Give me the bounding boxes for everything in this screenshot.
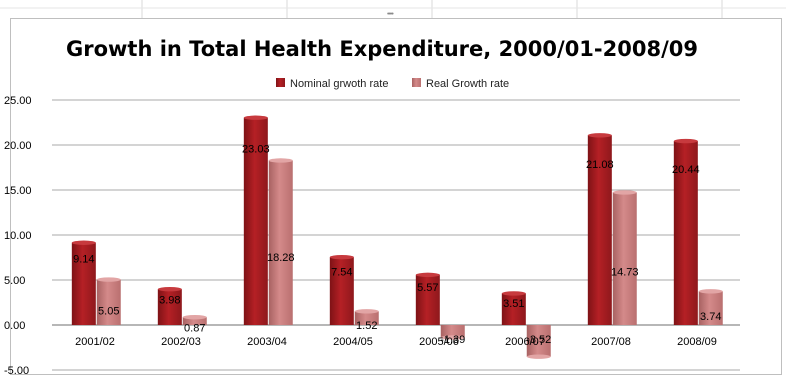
y-tick-label: 25.00 <box>4 95 32 107</box>
legend-swatch-nominal <box>276 78 285 87</box>
data-label-real: 14.73 <box>611 266 639 278</box>
bar-real <box>612 192 637 325</box>
legend-label-real: Real Growth rate <box>426 78 509 90</box>
data-label-real: 3.74 <box>700 311 721 323</box>
bar-real <box>96 279 121 325</box>
bar-real <box>182 317 207 325</box>
y-tick-label: 5.00 <box>4 275 25 287</box>
legend-label-nominal: Nominal grwoth rate <box>290 78 388 90</box>
chart-title: Growth in Total Health Expenditure, 2000… <box>66 37 698 61</box>
bar-real <box>268 160 293 325</box>
x-tick-label: 2002/03 <box>161 336 201 348</box>
bar-real <box>440 325 465 338</box>
data-label-nominal: 21.08 <box>586 159 614 171</box>
data-label-nominal: 3.51 <box>503 298 524 310</box>
data-label-real: -3.52 <box>526 334 551 346</box>
x-tick-label: 2006/07 <box>505 336 545 348</box>
data-label-real: 0.87 <box>184 322 205 334</box>
bar-nominal <box>415 274 440 325</box>
x-axis-ticks: 2001/02 2002/03 2003/04 2004/05 2005/06 2006/… <box>75 336 717 348</box>
x-tick-label: 2005/06 <box>419 336 459 348</box>
data-label-nominal: 23.03 <box>242 144 270 156</box>
data-label-real: 5.05 <box>98 306 119 318</box>
bar-nominal <box>501 293 526 325</box>
y-tick-label: 0.00 <box>4 320 25 332</box>
bar-real <box>354 311 379 325</box>
bar-nominal <box>71 242 96 325</box>
data-label-nominal: 5.57 <box>417 282 438 294</box>
data-label-nominal: 20.44 <box>672 164 700 176</box>
bar-nominal <box>157 289 182 325</box>
bar-nominal <box>329 257 354 325</box>
legend: Nominal grwoth rate Real Growth rate <box>276 78 509 90</box>
data-label-nominal: 7.54 <box>331 266 352 278</box>
data-label-real: -1.39 <box>440 334 465 346</box>
bar-real <box>526 325 551 357</box>
y-tick-label: -5.00 <box>4 365 29 377</box>
data-label-real: 18.28 <box>267 252 295 264</box>
data-label-nominal: 9.14 <box>73 254 94 266</box>
gridlines <box>52 99 740 371</box>
bar-real <box>698 291 723 325</box>
x-tick-label: 2007/08 <box>591 336 631 348</box>
x-tick-label: 2008/09 <box>677 336 717 348</box>
x-tick-label: 2001/02 <box>75 336 115 348</box>
bars <box>71 115 723 359</box>
chart-frame[interactable] <box>10 18 782 375</box>
chart-resize-handle[interactable]: •••• <box>387 11 394 18</box>
bar-nominal <box>243 117 268 325</box>
data-labels: 9.14 5.05 3.98 0.87 23.03 18.28 7.54 1.52 5.57 -1… <box>73 144 721 346</box>
x-tick-label: 2004/05 <box>333 336 373 348</box>
legend-swatch-real <box>412 78 421 87</box>
y-axis-ticks: -5.00 0.00 5.00 10.00 15.00 20.00 25.00 <box>4 95 32 377</box>
y-tick-label: 20.00 <box>4 140 32 152</box>
y-tick-label: 15.00 <box>4 185 32 197</box>
bar-nominal <box>587 135 612 325</box>
y-tick-label: 10.00 <box>4 230 32 242</box>
x-tick-label: 2003/04 <box>247 336 287 348</box>
data-label-nominal: 3.98 <box>159 294 180 306</box>
bar-nominal <box>673 141 698 325</box>
data-label-real: 1.52 <box>356 320 377 332</box>
